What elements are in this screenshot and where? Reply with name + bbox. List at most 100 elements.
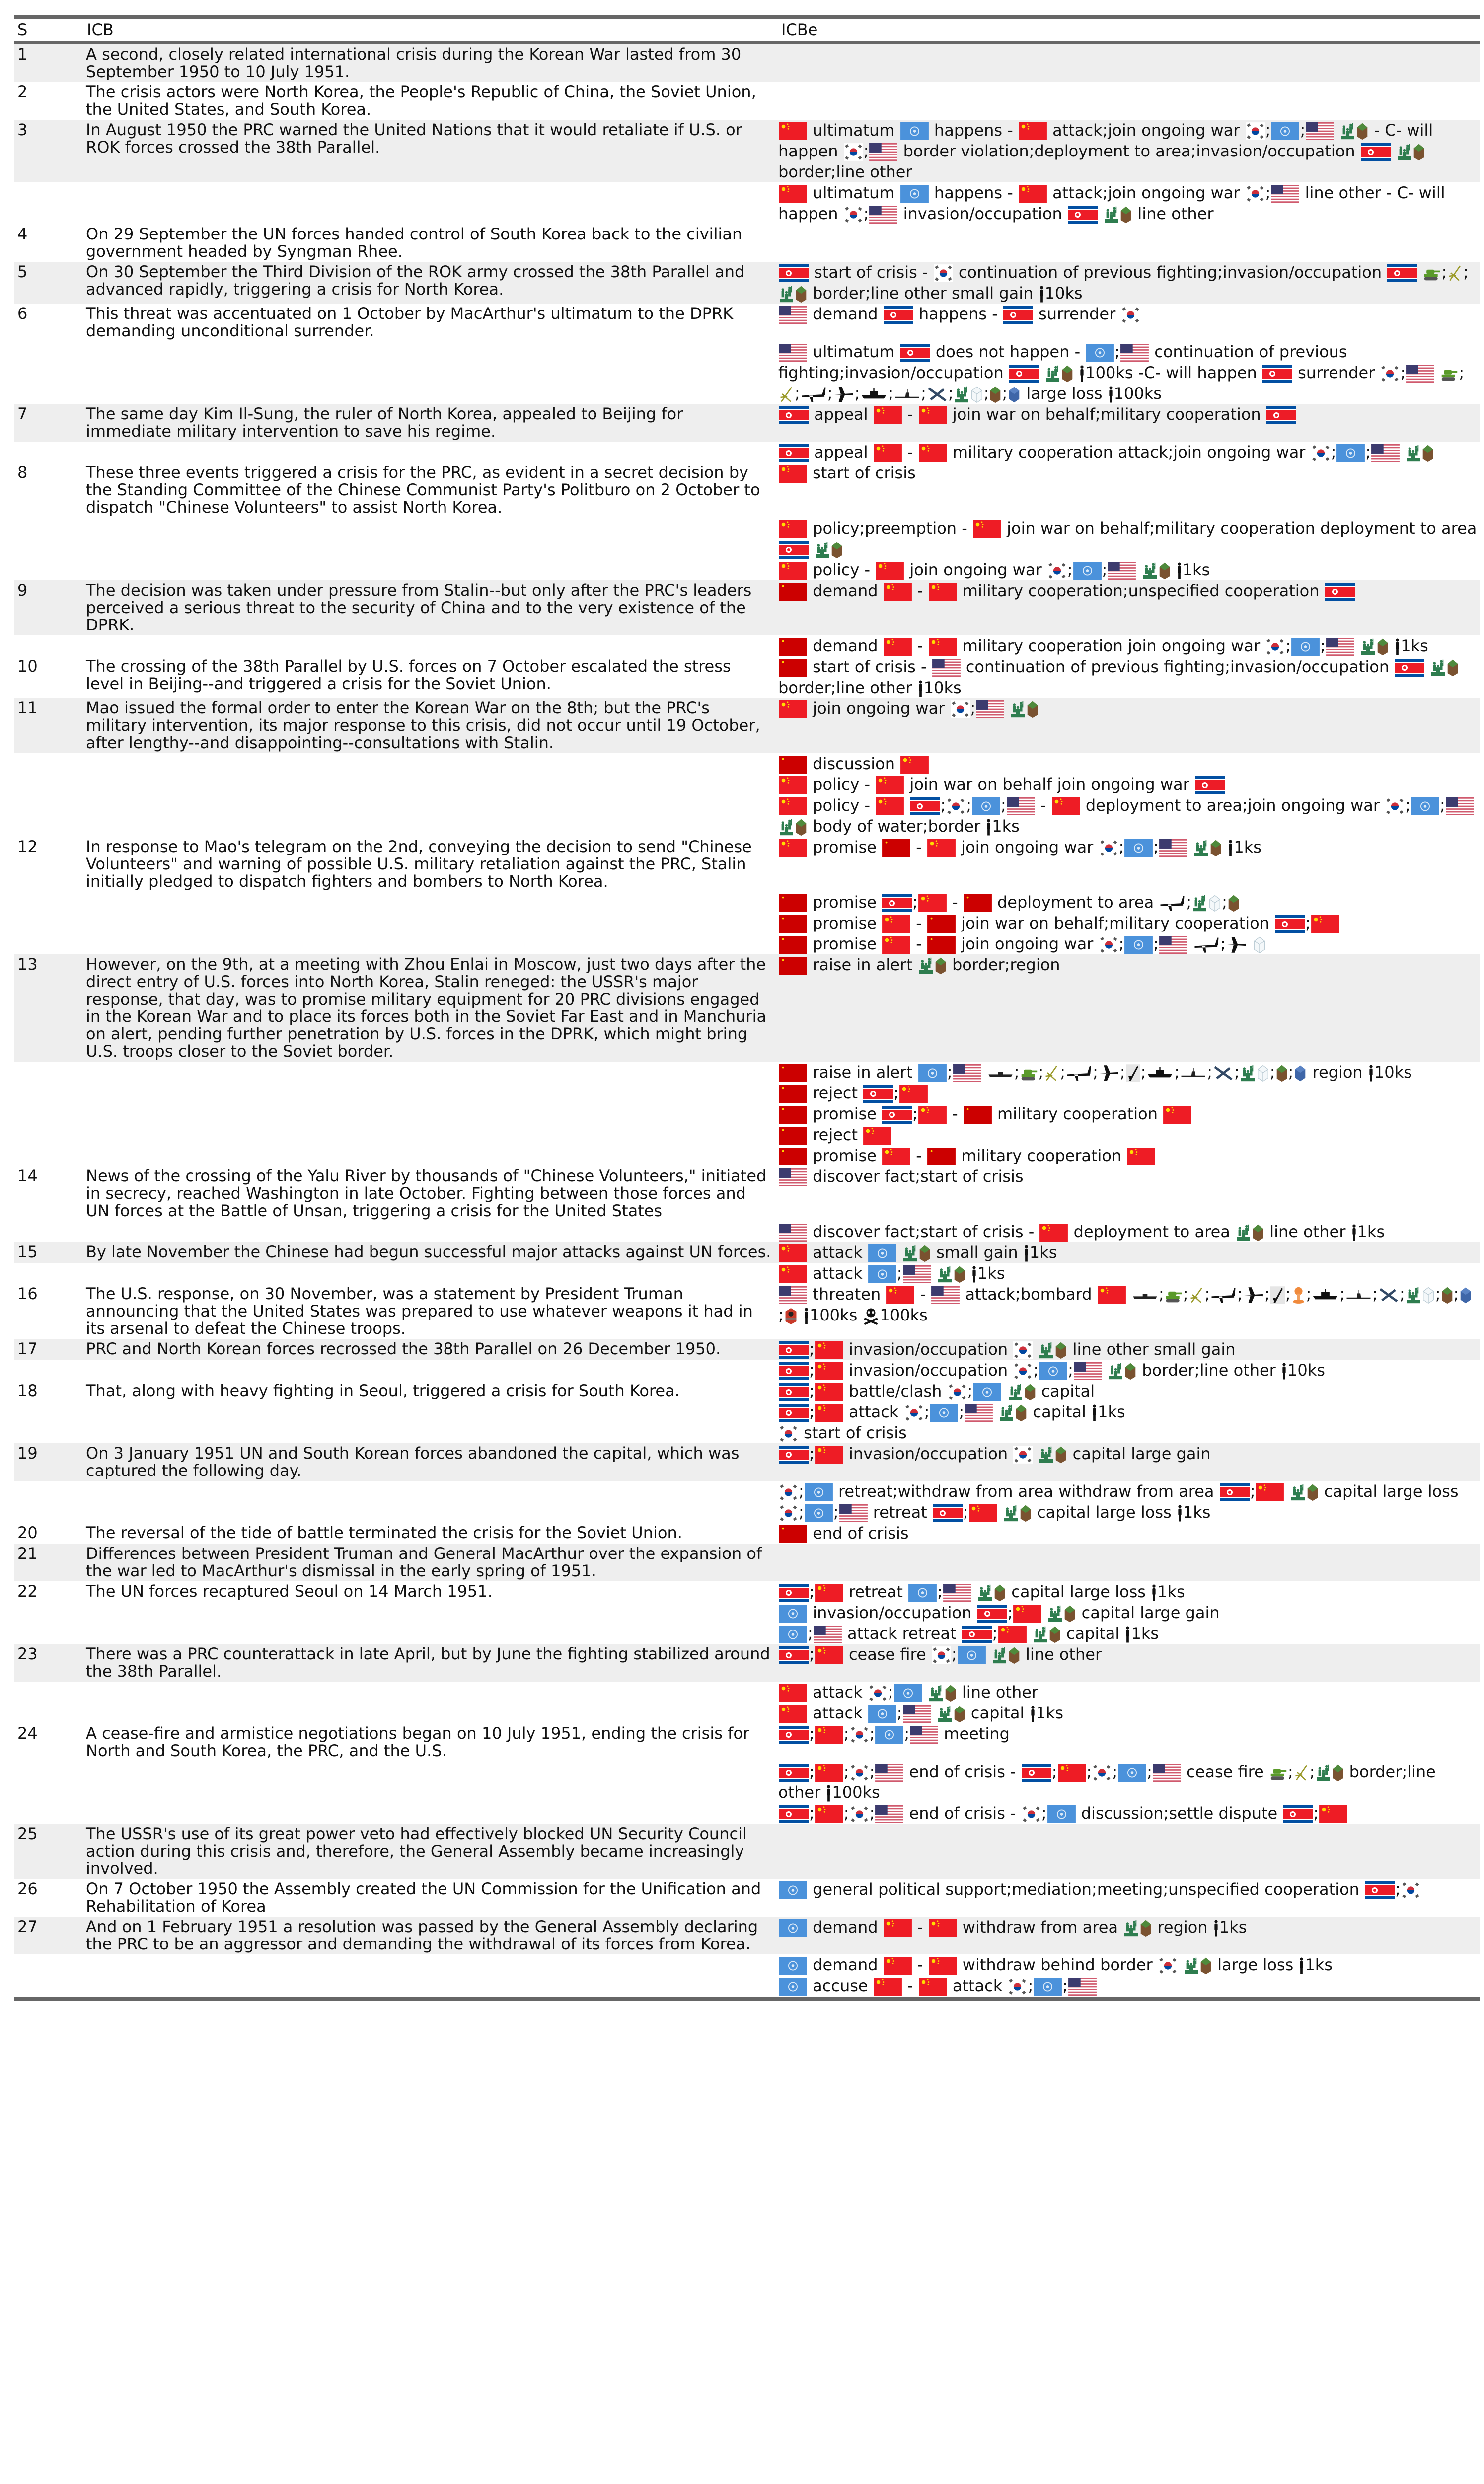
north-korea-flag-icon: {KP} xyxy=(779,1446,809,1464)
event-text xyxy=(1136,560,1141,579)
event-text: capital xyxy=(1036,1382,1095,1400)
bottom-rule xyxy=(14,1997,1480,2001)
un-flag-icon: {UN} xyxy=(1124,936,1153,954)
sentence-number: 27 xyxy=(17,1917,38,1936)
table-row: 13 However, on the 9th, at a meeting with… xyxy=(14,954,1480,1062)
icbe-event: {CN} policy - {CN} {KP};{KR};{UN};{US} -… xyxy=(778,795,1480,837)
china-flag-icon: {CN} xyxy=(779,1684,807,1702)
event-text: join war on behalf;military cooperation … xyxy=(1001,519,1482,538)
event-text xyxy=(923,1683,928,1702)
event-text: ; xyxy=(1300,121,1306,140)
empty-cell xyxy=(14,1360,84,1363)
empty-cell xyxy=(84,1263,778,1266)
empty-cell xyxy=(84,1083,778,1086)
us-flag-icon: {US} xyxy=(779,1286,807,1304)
empty-cell xyxy=(84,559,778,562)
empty-cell xyxy=(84,774,778,777)
china-flag-icon: {CN} xyxy=(779,776,807,794)
china-flag-icon: {CN} xyxy=(815,1446,843,1464)
china-flag-icon: {CN} xyxy=(873,1978,902,1996)
event-text: demand xyxy=(808,636,883,655)
us-flag-icon: {US} xyxy=(932,659,961,677)
event-text: ; xyxy=(966,796,971,815)
icb-text: On 3 January 1951 UN and South Korean fo… xyxy=(86,1444,740,1480)
event-text: attack xyxy=(808,1243,868,1262)
event-text: 1ks xyxy=(1357,1222,1385,1241)
event-text: join war on behalf;military cooperation xyxy=(956,914,1275,932)
event-text: ; xyxy=(1147,1762,1152,1781)
event-text xyxy=(1417,263,1422,282)
north-korea-flag-icon: {KP} xyxy=(1266,406,1296,424)
header-icb: ICB xyxy=(87,20,114,39)
event-text: border;line other xyxy=(1137,1361,1281,1380)
person-icon: {person} xyxy=(918,680,923,698)
empty-cell xyxy=(84,933,778,936)
event-text: ; xyxy=(854,384,860,403)
north-korea-flag-icon: {KP} xyxy=(1021,1764,1051,1782)
un-flag-icon: {UN} xyxy=(972,797,1000,815)
event-text: 10ks xyxy=(1044,284,1083,303)
icbe-event: {SU} reject {CN} xyxy=(778,1124,1480,1145)
un-flag-icon: {UN} xyxy=(908,1584,937,1602)
us-flag-icon: {US} xyxy=(976,700,1005,718)
table-row: 21 Differences between President Truman a… xyxy=(14,1544,1480,1581)
china-flag-icon: {CN} xyxy=(815,1404,843,1422)
icb-text: The crossing of the 38th Parallel by U.S… xyxy=(86,657,731,693)
event-text xyxy=(1074,363,1079,382)
event-text: start of crisis xyxy=(799,1423,907,1442)
event-text: promise xyxy=(808,1104,882,1123)
un-flag-icon: {UN} xyxy=(868,1705,896,1723)
event-text: ; xyxy=(1265,121,1271,140)
china-flag-icon: {CN} xyxy=(883,1957,912,1975)
event-text: attack xyxy=(808,1683,868,1702)
un-flag-icon: {UN} xyxy=(875,1726,904,1744)
event-text: ; xyxy=(1372,1285,1378,1304)
china-flag-icon: {CN} xyxy=(1019,185,1047,203)
icb-text: On 30 September the Third Division of th… xyxy=(86,262,745,299)
header-rule xyxy=(14,41,1480,44)
soviet-flag-icon: {SU} xyxy=(779,1085,807,1103)
missile-icon: {missile} xyxy=(1270,1286,1285,1304)
north-korea-flag-icon: {KP} xyxy=(779,1383,809,1401)
army-icon: {army} xyxy=(1430,659,1446,677)
event-text: 100ks -C- will happen xyxy=(1085,363,1262,382)
sentence-number: 21 xyxy=(17,1544,38,1563)
header-icbe: ICBe xyxy=(781,20,818,39)
empty-cell xyxy=(84,892,778,895)
china-flag-icon: {CN} xyxy=(1127,1148,1156,1165)
person-icon: {person} xyxy=(986,818,991,836)
sentence-number: 24 xyxy=(17,1724,38,1743)
empty-cell xyxy=(84,1502,778,1505)
event-text: 100ks xyxy=(880,1306,928,1324)
north-korea-flag-icon: {KP} xyxy=(779,1726,809,1744)
person-icon: {person} xyxy=(826,1785,831,1802)
empty-cell xyxy=(14,913,84,916)
event-text: military cooperation join ongoing war xyxy=(957,636,1265,655)
event-text xyxy=(1355,636,1360,655)
table-row: 24 A cease-fire and armistice negotiation… xyxy=(14,1723,1480,1761)
soviet-flag-icon: {SU} xyxy=(779,1106,807,1124)
event-text: - xyxy=(902,443,918,462)
china-flag-icon: {CN} xyxy=(779,562,807,580)
un-flag-icon: {UN} xyxy=(779,1919,807,1937)
north-korea-flag-icon: {KP} xyxy=(779,1362,809,1380)
army-icon: {army} xyxy=(1045,365,1060,383)
event-text: deployment to area xyxy=(1068,1222,1236,1241)
us-flag-icon: {US} xyxy=(869,206,898,224)
event-text: attack;join ongoing war xyxy=(1047,121,1245,140)
sentence-number: 5 xyxy=(17,262,28,281)
event-text xyxy=(932,1264,937,1283)
north-korea-flag-icon: {KP} xyxy=(900,344,930,362)
table-row-continuation: {SU} reject {KP};{CN} xyxy=(14,1083,1480,1103)
icb-text: Differences between President Truman and… xyxy=(86,1544,762,1580)
event-text: line other xyxy=(1132,204,1214,223)
table-row: 1 A second, closely related international… xyxy=(14,44,1480,82)
un-flag-icon: {UN} xyxy=(779,1626,807,1643)
icbe-event: {UN} demand {CN} - {CN} withdraw behind … xyxy=(778,1954,1480,1975)
event-text xyxy=(1335,121,1339,140)
